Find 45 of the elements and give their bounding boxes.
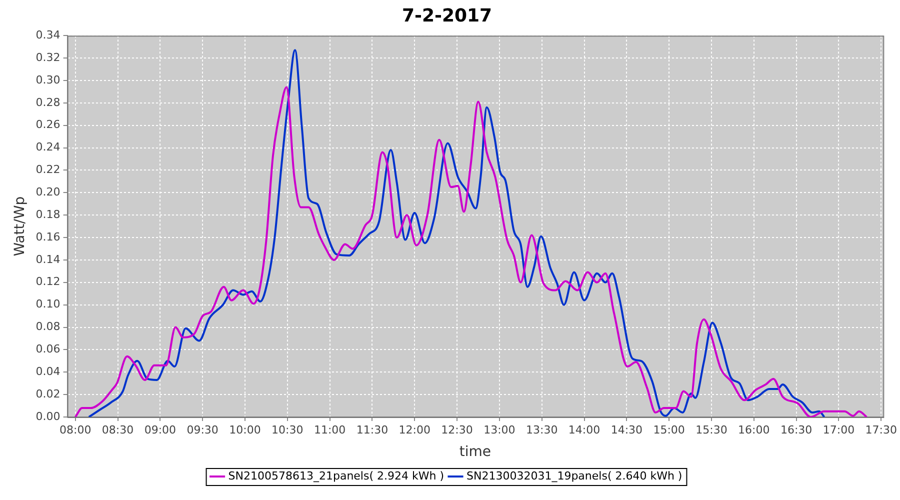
x-tick-label: 14:30: [610, 423, 643, 436]
x-tick-label: 15:30: [696, 423, 728, 436]
y-tick-label: 0.00: [36, 410, 60, 423]
x-tick-label: 14:00: [568, 423, 600, 436]
y-tick-label: 0.26: [36, 118, 60, 132]
x-tick-label: 16:30: [780, 423, 812, 436]
x-tick-label: 11:00: [314, 423, 346, 436]
x-tick-label: 17:30: [865, 423, 897, 436]
legend-label: SN2100578613_21panels( 2.924 kWh ): [228, 469, 444, 482]
y-tick-label: 0.02: [36, 387, 60, 400]
y-tick-label: 0.04: [36, 364, 60, 378]
x-tick-label: 12:00: [398, 423, 430, 436]
y-tick-label: 0.22: [36, 163, 60, 176]
x-tick-label: 13:00: [484, 423, 516, 436]
y-tick-label: 0.30: [36, 73, 60, 86]
y-tick-label: 0.16: [36, 230, 60, 244]
legend-label: SN2130032031_19panels( 2.640 kWh ): [466, 469, 682, 482]
x-tick-label: 12:30: [441, 423, 473, 436]
x-tick-label: 13:30: [526, 423, 558, 436]
x-tick-label: 10:30: [272, 423, 304, 436]
y-tick-label: 0.06: [36, 342, 60, 356]
y-axis-title: Watt/Wp: [12, 196, 28, 256]
x-tick-label: 17:00: [822, 423, 855, 436]
x-tick-label: 09:00: [144, 423, 176, 436]
x-tick-label: 09:30: [186, 423, 218, 436]
line-series: [74, 86, 868, 417]
y-tick-label: 0.32: [36, 50, 60, 64]
y-tick-label: 0.24: [36, 140, 60, 154]
y-tick-label: 0.10: [36, 298, 60, 311]
y-tick-label: 0.08: [36, 320, 60, 334]
x-tick-label: 08:00: [60, 423, 92, 436]
y-tick-label: 0.34: [36, 28, 60, 42]
x-tick-label: 15:00: [653, 423, 685, 436]
y-tick-label: 0.28: [36, 96, 60, 109]
y-tick-label: 0.18: [36, 208, 60, 221]
chart-title: 7-2-2017: [402, 5, 492, 26]
y-tick-label: 0.20: [36, 186, 60, 199]
x-tick-label: 10:00: [229, 423, 261, 436]
x-tick-label: 08:30: [102, 423, 134, 436]
x-tick-label: 11:30: [356, 423, 388, 436]
y-tick-label: 0.12: [36, 275, 60, 288]
x-axis-title: time: [459, 444, 492, 460]
y-tick-label: 0.14: [36, 252, 60, 266]
line-series: [88, 49, 826, 417]
x-tick-label: 16:00: [738, 423, 770, 436]
